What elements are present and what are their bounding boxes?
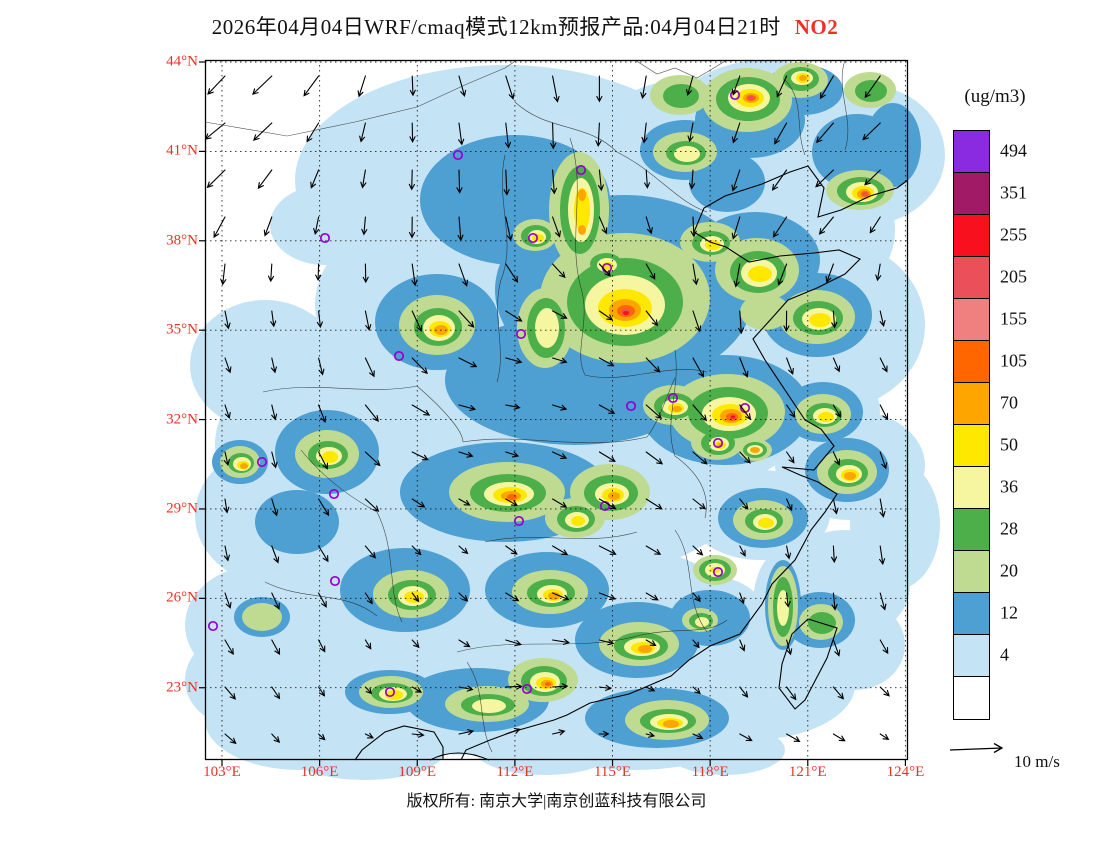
colorbar-box [954, 635, 989, 677]
colorbar-value-label: 105 [1000, 350, 1027, 371]
colorbar-value-label: 4 [1000, 644, 1009, 665]
colorbar-value-label: 205 [1000, 266, 1027, 287]
colorbar-box [954, 509, 989, 551]
colorbar-box [954, 131, 989, 173]
y-axis-tick-label: 38°N [166, 232, 198, 249]
x-axis-tick-label: 121°E [788, 764, 827, 780]
station-marker [712, 566, 724, 578]
y-axis-tick-label: 32°N [166, 411, 198, 428]
chart-title: 2026年04月04日WRF/cmaq模式12km预报产品:04月04日21时 N… [0, 11, 1050, 41]
map-frame [204, 59, 909, 761]
station-marker [207, 620, 219, 632]
graticule [205, 60, 908, 760]
colorbar-value-label: 28 [1000, 518, 1018, 539]
colorbar-box [954, 677, 989, 719]
colorbar-box [954, 383, 989, 425]
y-axis-tick-label: 23°N [166, 679, 198, 696]
map-svg [185, 59, 945, 780]
y-axis-tick-label: 44°N [166, 53, 198, 70]
province-boundaries [204, 59, 849, 753]
x-axis-tick-label: 103°E [203, 764, 241, 780]
colorbar-box [954, 215, 989, 257]
y-axis-tick-label: 35°N [166, 321, 198, 338]
colorbar-box [954, 341, 989, 383]
wind-scale-arrow [949, 742, 1004, 754]
colorbar-box [954, 551, 989, 593]
map-panel [185, 59, 945, 780]
colorbar-value-label: 255 [1000, 224, 1027, 245]
colorbar-box [954, 467, 989, 509]
colorbar-value-label: 494 [1000, 140, 1027, 161]
x-axis-tick-label: 115°E [593, 764, 632, 780]
colorbar-value-label: 20 [1000, 560, 1018, 581]
station-marker [328, 488, 340, 500]
no2-concentration-field [185, 60, 945, 780]
station-marker [575, 164, 587, 176]
station-marker [513, 515, 525, 527]
x-axis-tick-label: 124°E [886, 764, 925, 780]
x-axis-tick-label: 109°E [398, 764, 437, 780]
colorbar-value-label: 70 [1000, 392, 1018, 413]
axis-ticks [199, 61, 907, 766]
x-axis-tick-label: 112°E [496, 764, 534, 780]
station-marker [256, 456, 268, 468]
copyright-text: 版权所有: 南京大学|南京创蓝科技有限公司 [406, 793, 707, 810]
coastline [354, 165, 909, 761]
wind-scale-label: 10 m/s [1014, 752, 1060, 771]
colorbar-unit-label: (ug/m3) [964, 86, 1026, 107]
x-axis-tick-label: 118°E [691, 764, 729, 780]
station-marker [319, 232, 331, 244]
colorbar-box [954, 299, 989, 341]
colorbar-value-label: 50 [1000, 434, 1018, 455]
station-marker [515, 328, 527, 340]
colorbar-box [954, 593, 989, 635]
colorbar-value-label: 155 [1000, 308, 1027, 329]
x-axis-tick-label: 106°E [300, 764, 339, 780]
station-marker [329, 575, 341, 587]
station-marker [712, 437, 724, 449]
station-marker [393, 350, 405, 362]
y-axis-tick-label: 29°N [166, 500, 198, 517]
station-marker [527, 232, 539, 244]
chart-title-main: 2026年04月04日WRF/cmaq模式12km预报产品:04月04日21时 [211, 15, 781, 39]
colorbar-box [954, 173, 989, 215]
station-marker [625, 400, 637, 412]
y-axis-tick-label: 41°N [166, 142, 198, 159]
colorbar-value-label: 351 [1000, 182, 1027, 203]
y-axis-tick-label: 26°N [166, 589, 198, 606]
station-marker [667, 392, 679, 404]
colorbar [953, 130, 990, 720]
colorbar-box [954, 257, 989, 299]
station-marker [521, 683, 533, 695]
colorbar-box [954, 425, 989, 467]
chart-title-species: NO2 [794, 15, 839, 39]
station-marker [452, 149, 464, 161]
colorbar-value-label: 12 [1000, 602, 1018, 623]
wind-vectors [204, 75, 890, 745]
station-marker [384, 686, 396, 698]
colorbar-value-label: 36 [1000, 476, 1018, 497]
